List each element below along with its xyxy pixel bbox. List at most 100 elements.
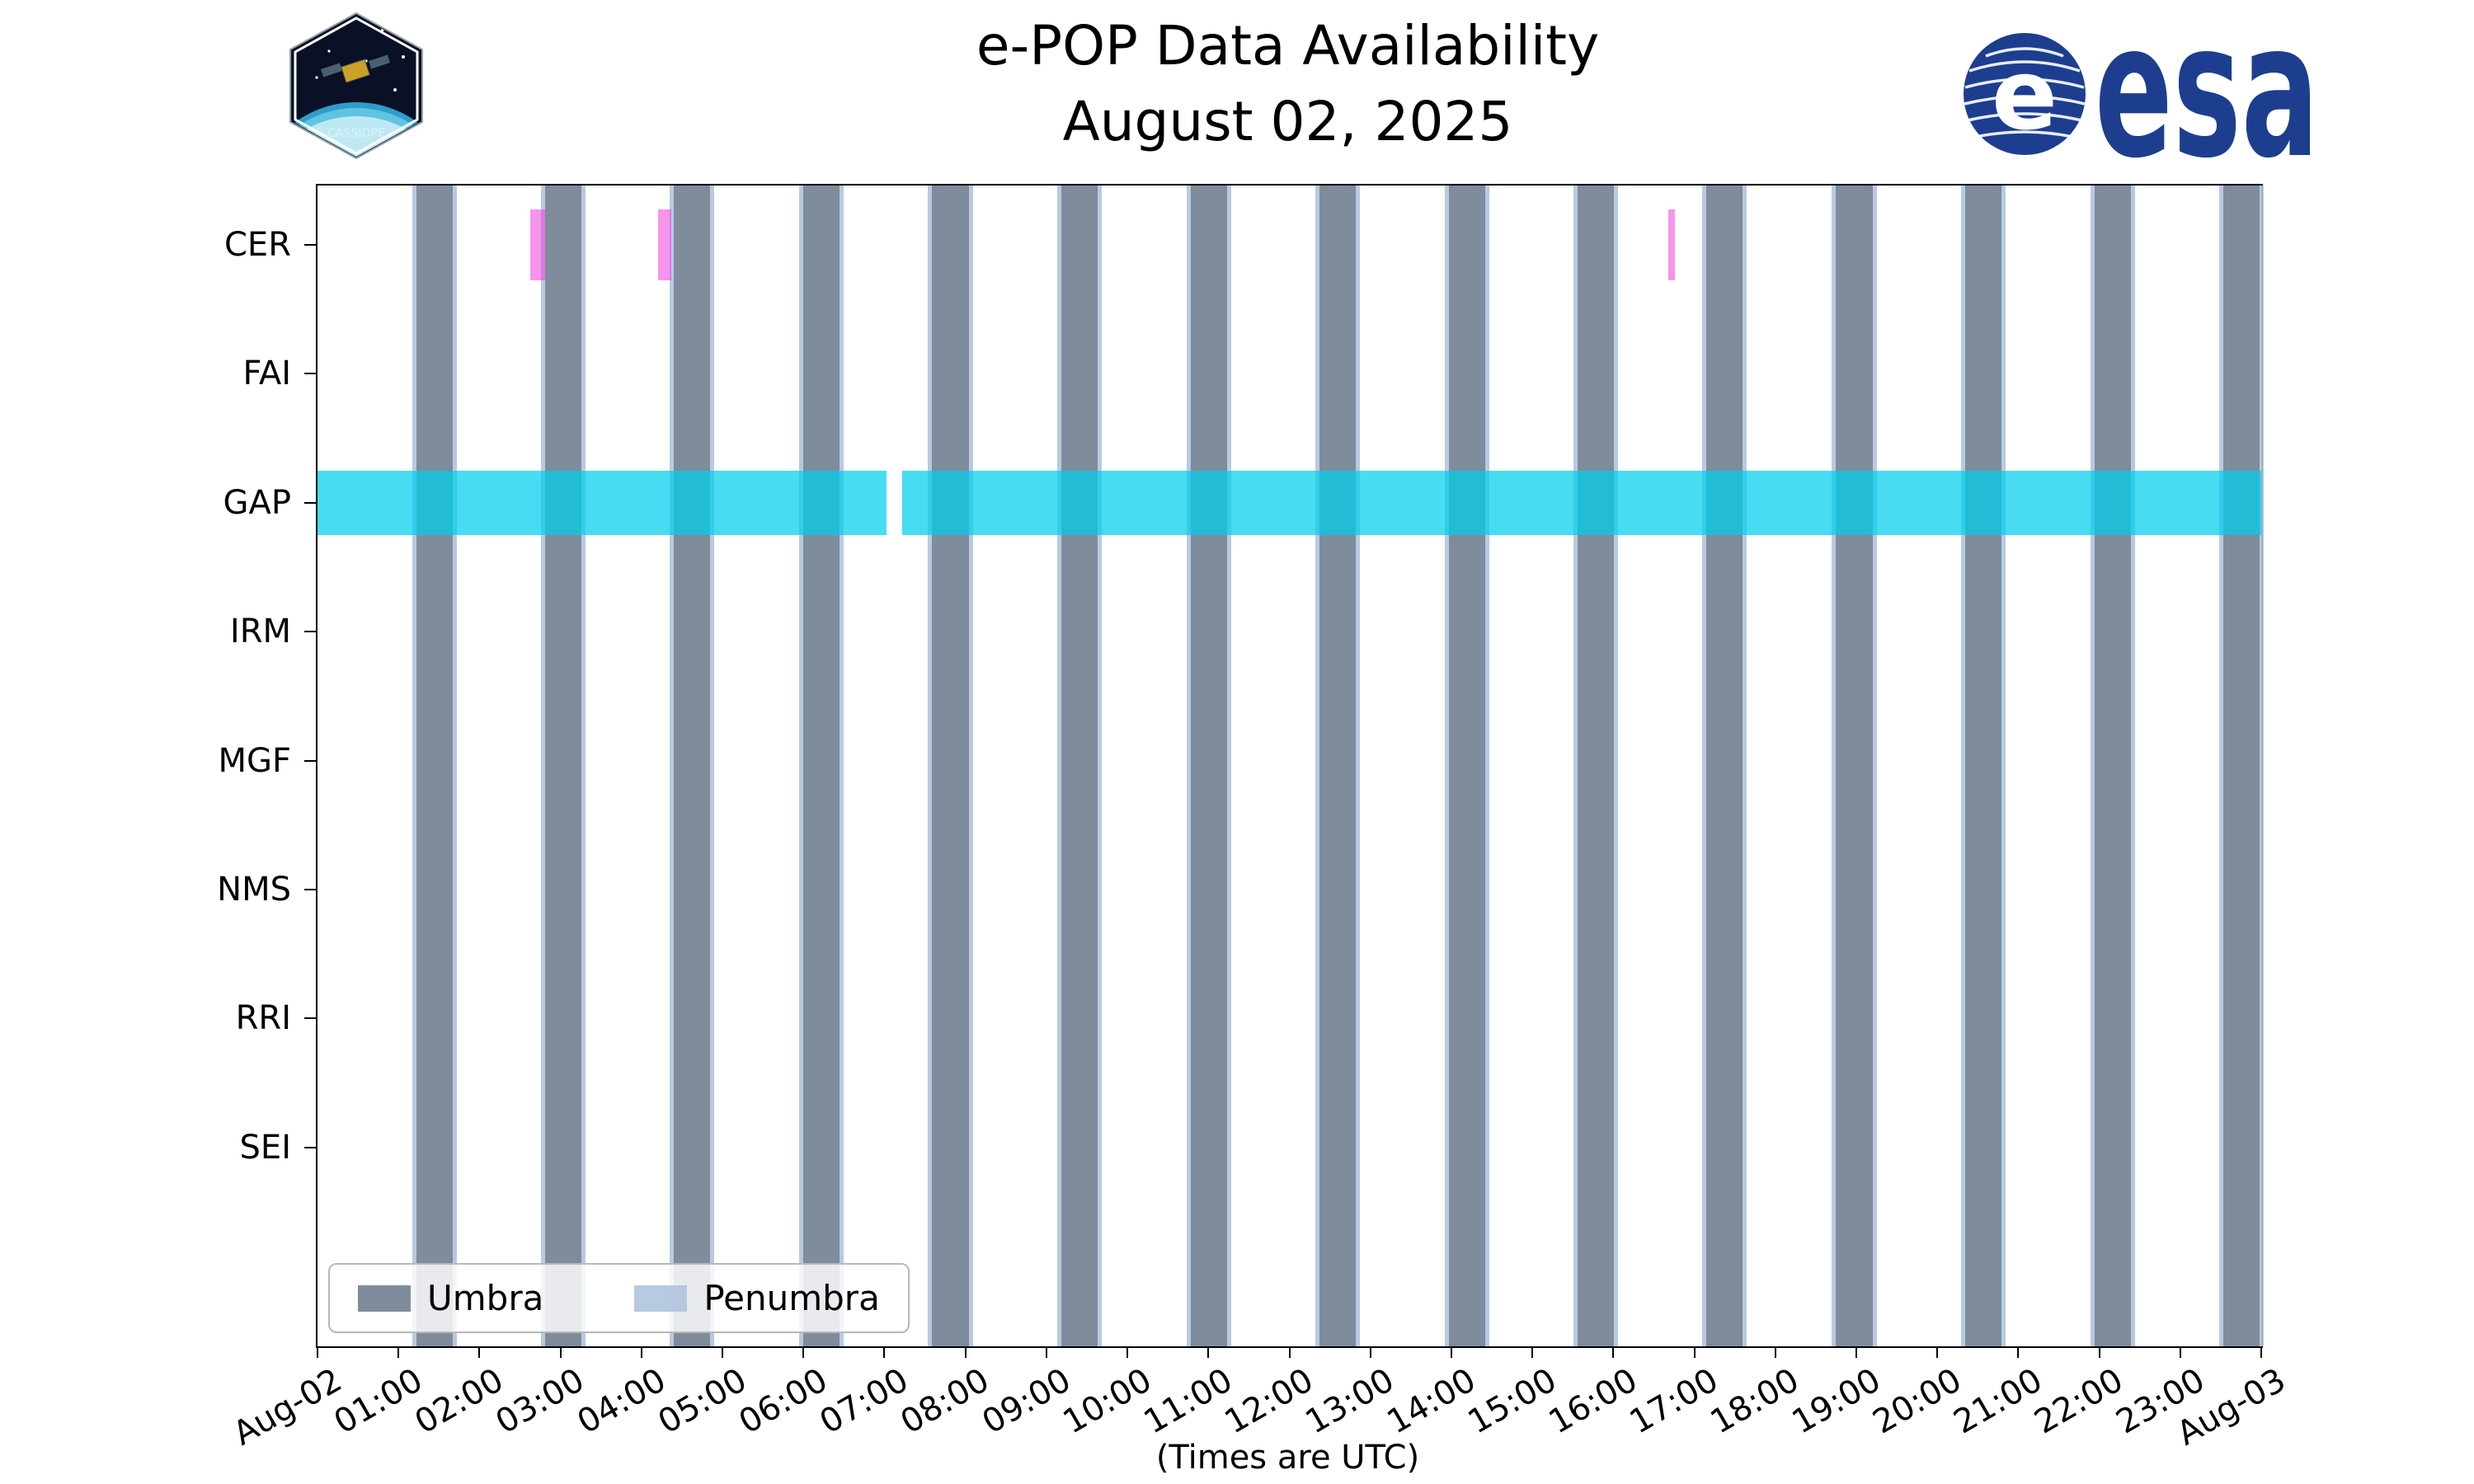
x-tick-label: 07:00 — [813, 1361, 915, 1442]
penumbra-strip — [1315, 186, 1319, 1346]
y-tick-label: NMS — [217, 871, 291, 909]
umbra-bar — [1190, 186, 1227, 1346]
umbra-bar — [1706, 186, 1743, 1346]
penumbra-strip — [1056, 186, 1061, 1346]
gap-availability-band — [317, 471, 887, 535]
patch-label-text: CASSIOPE — [327, 127, 385, 140]
cer-availability-bar — [658, 209, 672, 280]
penumbra-strip — [1226, 186, 1231, 1346]
y-tick-label: SEI — [239, 1129, 291, 1167]
penumbra-strip — [840, 186, 844, 1346]
x-tick-mark — [1045, 1346, 1047, 1358]
penumbra-strip — [1573, 186, 1578, 1346]
x-tick-mark — [2179, 1346, 2181, 1358]
y-tick-mark — [304, 760, 316, 762]
x-tick-label: 11:00 — [1137, 1361, 1239, 1442]
penumbra-strip — [1960, 186, 1965, 1346]
umbra-bar — [932, 186, 969, 1346]
x-tick-mark — [883, 1346, 886, 1358]
penumbra-strip — [1743, 186, 1747, 1346]
svg-text:e: e — [1992, 38, 2058, 152]
gap-availability-band — [902, 471, 2261, 535]
cassiope-mission-patch: CASSIOPE — [284, 12, 429, 163]
penumbra-strip — [799, 186, 804, 1346]
y-tick-mark — [304, 373, 316, 374]
x-tick-label: 19:00 — [1785, 1361, 1887, 1442]
cassiope-patch-graphic: CASSIOPE — [289, 12, 423, 160]
x-tick-mark — [964, 1346, 967, 1358]
umbra-swatch — [358, 1284, 411, 1312]
umbra-bar — [1319, 186, 1357, 1346]
chart-title: e-POP Data Availability August 02, 2025 — [316, 8, 2260, 160]
x-tick-mark — [559, 1346, 562, 1358]
penumbra-strip — [928, 186, 933, 1346]
x-tick-label: 01:00 — [327, 1361, 430, 1442]
x-tick-mark — [478, 1346, 481, 1358]
x-tick-mark — [1693, 1346, 1696, 1358]
penumbra-strip — [2090, 186, 2095, 1346]
umbra-bar — [803, 186, 840, 1346]
penumbra-swatch — [634, 1284, 688, 1312]
x-tick-label: 13:00 — [1299, 1361, 1401, 1442]
penumbra-strip — [1485, 186, 1490, 1346]
legend-label-penumbra: Penumbra — [703, 1278, 880, 1318]
x-tick-label: 04:00 — [570, 1361, 672, 1442]
x-tick-mark — [2098, 1346, 2100, 1358]
umbra-bar — [1061, 186, 1098, 1346]
y-tick-mark — [304, 631, 316, 632]
x-tick-mark — [1369, 1346, 1371, 1358]
umbra-bar — [1578, 186, 1615, 1346]
x-tick-mark — [802, 1346, 805, 1358]
x-tick-mark — [1612, 1346, 1615, 1358]
x-tick-label: 05:00 — [651, 1361, 754, 1442]
x-tick-label: 22:00 — [2028, 1361, 2130, 1442]
x-tick-mark — [1288, 1346, 1291, 1358]
cer-availability-bar — [1668, 209, 1675, 280]
x-tick-mark — [1207, 1346, 1210, 1358]
x-tick-label: 10:00 — [1056, 1361, 1159, 1442]
x-tick-mark — [317, 1346, 318, 1358]
umbra-bar — [544, 186, 582, 1346]
penumbra-strip — [1702, 186, 1707, 1346]
cer-availability-bar — [530, 209, 545, 280]
penumbra-strip — [2218, 186, 2223, 1346]
chart-legend: Umbra Penumbra — [328, 1263, 910, 1333]
esa-wordmark: esa — [2095, 21, 2319, 170]
penumbra-strip — [541, 186, 545, 1346]
chart-title-line1: e-POP Data Availability — [976, 14, 1600, 77]
umbra-bar — [1448, 186, 1486, 1346]
penumbra-strip — [2130, 186, 2135, 1346]
penumbra-strip — [710, 186, 715, 1346]
x-tick-label: 21:00 — [1947, 1361, 2049, 1442]
y-tick-mark — [304, 1147, 316, 1148]
x-tick-label: 08:00 — [894, 1361, 996, 1442]
umbra-bar — [416, 186, 453, 1346]
umbra-bar — [1964, 186, 2001, 1346]
x-tick-mark — [1936, 1346, 1939, 1358]
chart-title-line2: August 02, 2025 — [1062, 90, 1513, 153]
x-tick-mark — [640, 1346, 642, 1358]
x-tick-label: 02:00 — [408, 1361, 510, 1442]
y-tick-label: FAI — [242, 355, 292, 392]
esa-logo: e esa — [1963, 0, 2326, 200]
y-tick-mark — [304, 1017, 316, 1019]
x-tick-mark — [2017, 1346, 2020, 1358]
y-tick-label: MGF — [218, 742, 291, 780]
x-tick-mark — [1855, 1346, 1857, 1358]
penumbra-strip — [1614, 186, 1619, 1346]
x-tick-label: 20:00 — [1866, 1361, 1968, 1442]
penumbra-strip — [2260, 186, 2264, 1346]
penumbra-strip — [968, 186, 973, 1346]
y-tick-label: RRI — [235, 999, 291, 1037]
penumbra-strip — [1097, 186, 1102, 1346]
x-tick-label: 09:00 — [976, 1361, 1077, 1442]
umbra-bar — [1836, 186, 1873, 1346]
penumbra-strip — [581, 186, 586, 1346]
penumbra-strip — [2001, 186, 2006, 1346]
x-tick-mark — [722, 1346, 724, 1358]
penumbra-strip — [670, 186, 675, 1346]
x-tick-label: 03:00 — [489, 1361, 591, 1442]
x-tick-mark — [1126, 1346, 1129, 1358]
penumbra-strip — [1186, 186, 1191, 1346]
